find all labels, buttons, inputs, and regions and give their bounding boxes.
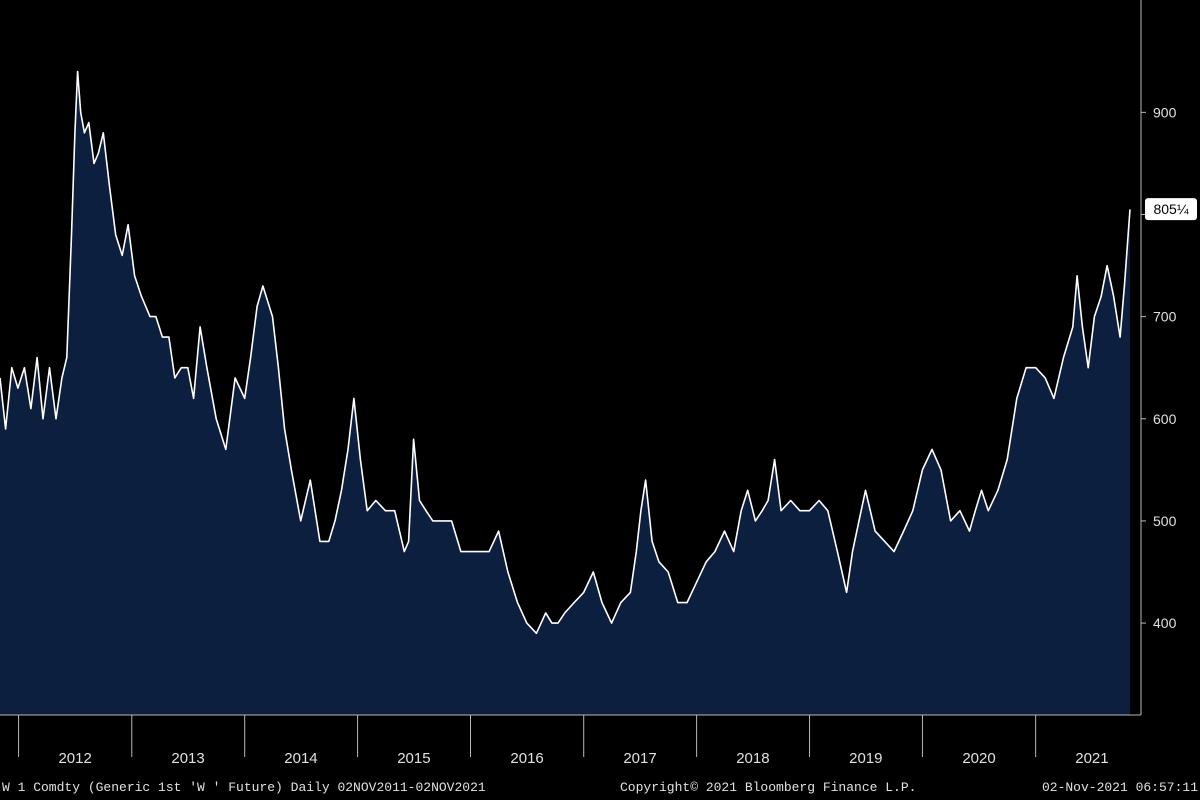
last-value-label: 805¼ — [1153, 201, 1188, 217]
price-line — [0, 70, 1131, 635]
copyright-notice: Copyright© 2021 Bloomberg Finance L.P. — [620, 780, 917, 795]
y-tick-label: 400 — [1153, 615, 1177, 631]
x-tick-label: 2012 — [58, 750, 91, 767]
x-tick-label: 2016 — [510, 750, 543, 767]
x-tick-label: 2018 — [736, 750, 769, 767]
x-tick-label: 2013 — [171, 750, 204, 767]
y-tick-label: 600 — [1153, 411, 1177, 427]
timestamp: 02-Nov-2021 06:57:11 — [1041, 780, 1198, 795]
x-tick-label: 2020 — [962, 750, 995, 767]
x-tick-label: 2014 — [284, 750, 317, 767]
x-tick-label: 2021 — [1075, 750, 1108, 767]
x-tick-label: 2019 — [849, 750, 882, 767]
y-tick-label: 900 — [1153, 104, 1177, 120]
chart-footer: W 1 Comdty (Generic 1st 'W ' Future) Dai… — [0, 776, 1200, 800]
x-tick-label: 2015 — [397, 750, 430, 767]
y-tick-label: 700 — [1153, 309, 1177, 325]
x-tick-label: 2017 — [623, 750, 656, 767]
price-chart: 400 500 600 700 900 2012 2013 2014 2015 2016 2017 2… — [0, 0, 1197, 767]
security-description: W 1 Comdty (Generic 1st 'W ' Future) Dai… — [2, 780, 486, 795]
last-value-box — [1145, 198, 1197, 221]
price-area — [0, 71, 1130, 715]
y-tick-label: 500 — [1153, 513, 1177, 529]
